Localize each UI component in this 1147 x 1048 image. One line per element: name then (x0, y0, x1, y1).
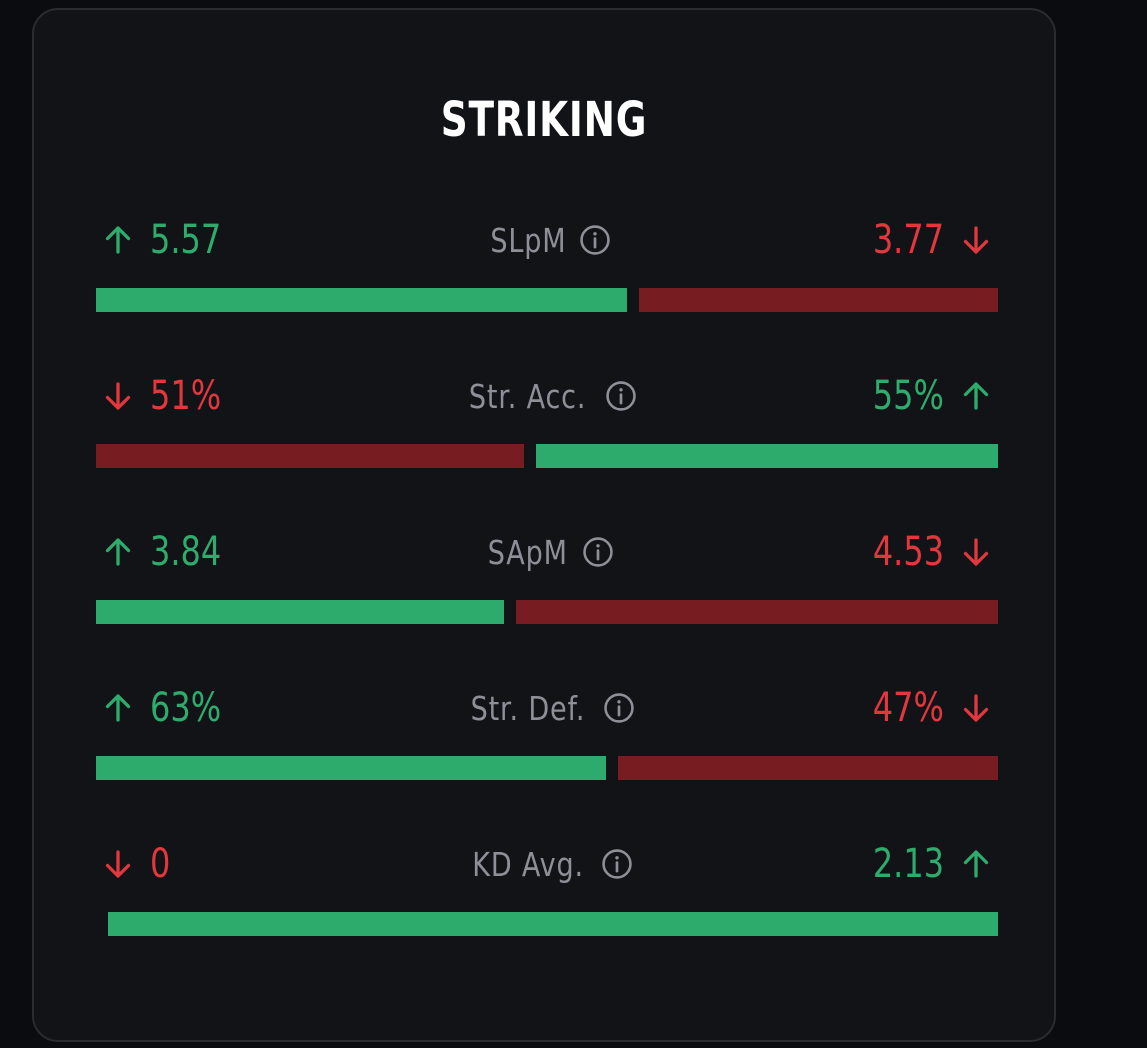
info-icon[interactable] (604, 379, 638, 413)
stat-label-text: Str. Def. (470, 688, 586, 728)
right-fighter-value: 2.13 (855, 834, 998, 894)
left-bar (96, 756, 606, 780)
comparison-bar (96, 444, 998, 468)
left-fighter-value: 3.84 (96, 522, 239, 582)
left-fighter-value: 63% (96, 678, 239, 738)
right-value: 4.53 (872, 529, 944, 575)
right-fighter-value: 47% (855, 678, 998, 738)
right-fighter-value: 3.77 (855, 210, 998, 270)
stat-label-text: SLpM (489, 220, 567, 260)
arrow-up-icon (100, 534, 136, 570)
arrow-down-icon (100, 846, 136, 882)
left-value: 3.84 (150, 529, 222, 575)
stat-label: SLpM (96, 210, 998, 270)
stat-label-text: SApM (487, 532, 569, 572)
stat-label-text: Str. Acc. (469, 376, 587, 416)
stat-label-text: KD Avg. (472, 844, 584, 884)
right-bar (618, 756, 998, 780)
info-icon[interactable] (581, 535, 615, 569)
stat-row-str-def: 63% Str. Def. 47% (96, 678, 998, 788)
left-fighter-value: 51% (96, 366, 239, 426)
card-title: STRIKING (440, 92, 648, 148)
right-value: 47% (872, 685, 944, 731)
comparison-bar (96, 288, 998, 312)
arrow-down-icon (958, 690, 994, 726)
right-bar (516, 600, 998, 624)
stat-label: SApM (96, 522, 998, 582)
info-icon[interactable] (578, 223, 612, 257)
comparison-bar (96, 756, 998, 780)
stat-row-slpm: 5.57 SLpM 3.77 (96, 210, 998, 320)
info-icon[interactable] (600, 847, 634, 881)
striking-card: STRIKING 5.57 SLpM 3.77 51% (32, 8, 1056, 1042)
right-value: 2.13 (872, 841, 944, 887)
right-bar (639, 288, 998, 312)
left-fighter-value: 5.57 (96, 210, 239, 270)
left-value: 63% (150, 685, 222, 731)
arrow-up-icon (958, 846, 994, 882)
comparison-bar (96, 600, 998, 624)
left-value: 0 (150, 841, 171, 887)
arrow-down-icon (958, 222, 994, 258)
stat-row-str-acc: 51% Str. Acc. 55% (96, 366, 998, 476)
stat-label: Str. Acc. (96, 366, 998, 426)
arrow-up-icon (100, 222, 136, 258)
left-fighter-value: 0 (96, 834, 175, 894)
right-value: 3.77 (872, 217, 944, 263)
stat-row-kd-avg: 0 KD Avg. 2.13 (96, 834, 998, 944)
comparison-bar (96, 912, 998, 936)
left-bar (96, 444, 524, 468)
left-value: 51% (150, 373, 222, 419)
right-fighter-value: 55% (855, 366, 998, 426)
right-fighter-value: 4.53 (855, 522, 998, 582)
stat-label: Str. Def. (96, 678, 998, 738)
left-bar (96, 288, 627, 312)
arrow-down-icon (958, 534, 994, 570)
right-bar (108, 912, 998, 936)
arrow-up-icon (958, 378, 994, 414)
right-bar (536, 444, 998, 468)
left-value: 5.57 (150, 217, 222, 263)
info-icon[interactable] (602, 691, 636, 725)
left-bar (96, 600, 504, 624)
arrow-down-icon (100, 378, 136, 414)
right-value: 55% (872, 373, 944, 419)
stat-row-sapm: 3.84 SApM 4.53 (96, 522, 998, 632)
stat-label: KD Avg. (96, 834, 998, 894)
arrow-up-icon (100, 690, 136, 726)
